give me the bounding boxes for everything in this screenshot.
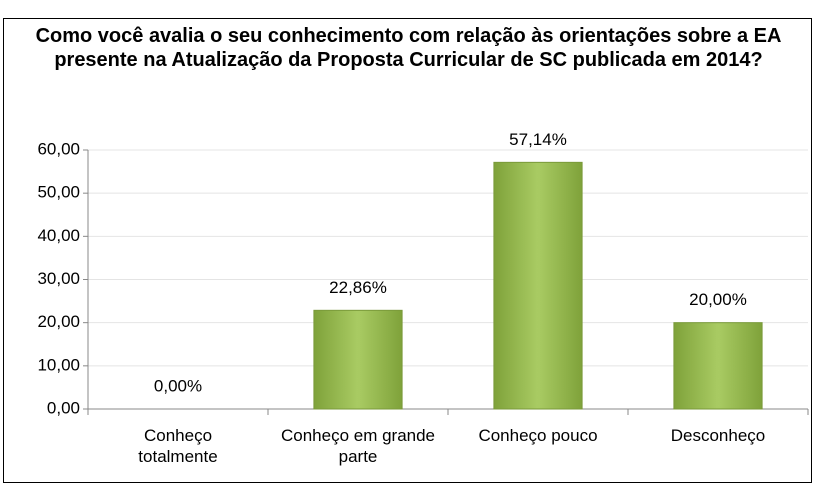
data-label: 57,14%: [509, 130, 567, 149]
bar: [493, 161, 583, 410]
bar: [673, 322, 763, 410]
chart-title: Como você avalia o seu conhecimento com …: [35, 25, 782, 71]
y-tick-label: 60,00: [37, 139, 80, 158]
y-tick-label: 30,00: [37, 269, 80, 288]
data-label: 22,86%: [329, 278, 387, 297]
y-tick-label: 20,00: [37, 312, 80, 331]
x-tick-label: Conheço pouco: [478, 426, 598, 445]
y-tick-label: 40,00: [37, 226, 80, 245]
bar: [313, 309, 403, 410]
x-tick-label: Conheço totalmente: [138, 426, 218, 466]
y-tick-label: 50,00: [37, 183, 80, 202]
y-tick-label: 10,00: [37, 355, 80, 374]
x-tick-label: Desconheço: [670, 426, 766, 445]
data-label: 0,00%: [154, 376, 202, 395]
x-tick-label: Conheço em grande parte: [280, 426, 436, 466]
data-label: 20,00%: [689, 290, 747, 309]
y-tick-label: 0,00: [47, 398, 80, 417]
chart-frame: [3, 18, 812, 483]
